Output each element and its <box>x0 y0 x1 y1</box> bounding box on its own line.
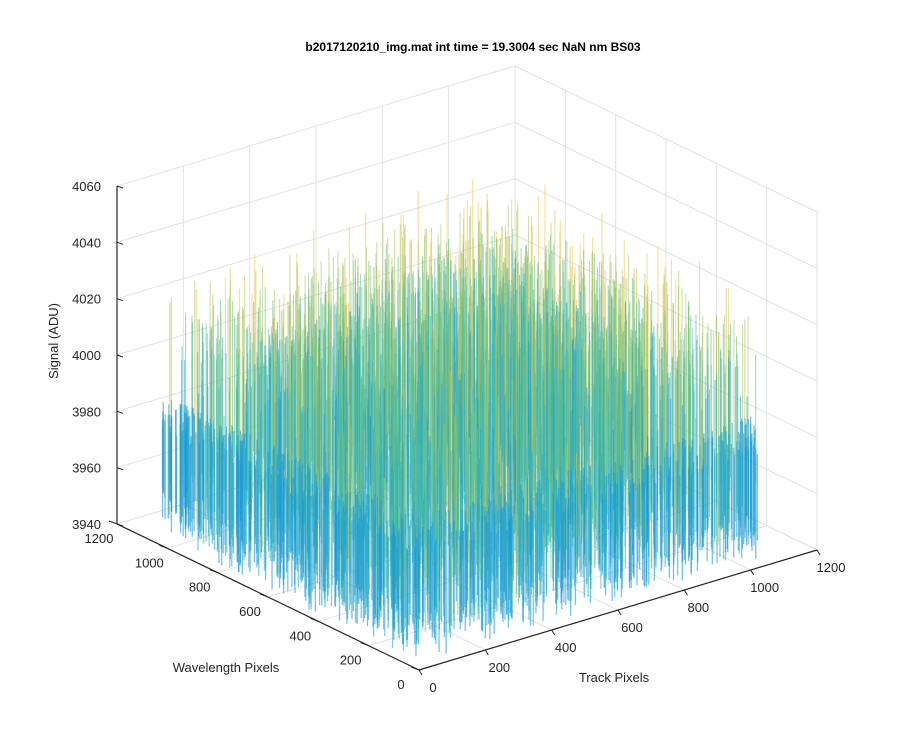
x-tick-label: 1000 <box>750 580 779 595</box>
z-tick-mark <box>116 410 124 414</box>
z-tick-label: 3940 <box>72 517 101 532</box>
grid-line <box>116 178 516 300</box>
x-tick-mark <box>617 609 622 616</box>
y-tick-mark <box>108 520 118 525</box>
x-tick-mark <box>418 669 423 676</box>
z-tick-label: 4060 <box>72 179 101 194</box>
x-axis-label: Track Pixels <box>579 670 650 685</box>
x-tick-mark <box>484 649 489 656</box>
y-tick-mark <box>410 666 420 671</box>
y-tick-mark <box>259 593 269 598</box>
grid-line <box>514 65 818 213</box>
y-tick-label: 600 <box>239 604 261 619</box>
x-tick-label: 0 <box>429 680 436 695</box>
z-tick-mark <box>116 185 124 189</box>
y-tick-label: 200 <box>340 653 362 668</box>
y-tick-label: 800 <box>189 580 211 595</box>
x-tick-label: 200 <box>488 660 510 675</box>
z-tick-label: 4020 <box>72 292 101 307</box>
grid-line <box>514 121 818 269</box>
axes <box>108 185 821 676</box>
z-tick-mark <box>116 298 124 302</box>
z-tick-mark <box>116 354 124 358</box>
y-tick-mark <box>209 569 218 574</box>
z-tick-mark <box>116 467 124 471</box>
x-tick-label: 400 <box>555 640 577 655</box>
tick-labels: 0 200 400 600 800 1000 1200 0 200 400 600 800 1000 12… <box>72 179 845 695</box>
z-tick-mark <box>116 523 124 527</box>
x-tick-label: 600 <box>621 620 643 635</box>
grid-line <box>116 121 516 243</box>
x-tick-mark <box>683 589 688 596</box>
y-tick-label: 0 <box>397 677 404 692</box>
z-axis-label: Signal (ADU) <box>46 303 61 379</box>
grid-line <box>514 178 818 326</box>
x-tick-label: 1200 <box>817 560 846 575</box>
signal-surface <box>161 179 758 657</box>
y-tick-label: 1000 <box>135 555 164 570</box>
z-tick-label: 3980 <box>72 404 101 419</box>
y-tick-mark <box>159 544 168 549</box>
z-tick-mark <box>116 241 124 245</box>
chart-title: b2017120210_img.mat int time = 19.3004 s… <box>305 40 641 54</box>
x-tick-mark <box>551 629 556 636</box>
y-axis-label: Wavelength Pixels <box>173 660 280 675</box>
x-tick-mark <box>750 569 755 576</box>
z-tick-label: 4040 <box>72 235 101 250</box>
z-tick-label: 3960 <box>72 461 101 476</box>
y-tick-label: 400 <box>289 628 311 643</box>
z-tick-label: 4000 <box>72 348 101 363</box>
grid-line <box>116 65 516 187</box>
x-tick-label: 800 <box>687 600 709 615</box>
y-tick-label: 1200 <box>85 531 114 546</box>
y-tick-mark <box>310 617 319 622</box>
y-tick-mark <box>360 642 369 647</box>
x-tick-mark <box>816 549 821 556</box>
